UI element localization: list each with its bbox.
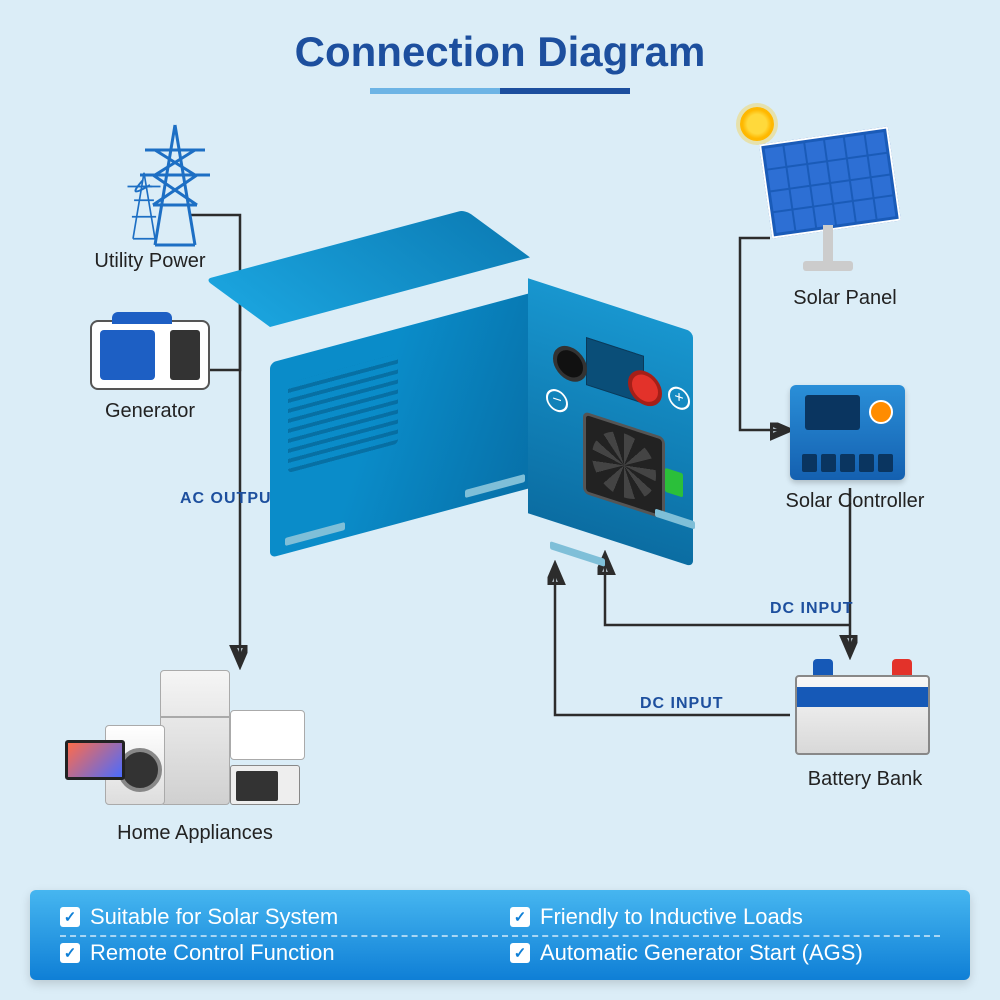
utility-power-label: Utility Power — [85, 250, 215, 273]
solar-controller-label: Solar Controller — [775, 490, 935, 513]
feature-label: Automatic Generator Start (AGS) — [540, 940, 863, 966]
label-dc-input-2: DC INPUT — [640, 695, 724, 713]
solar-panel-icon — [765, 135, 915, 285]
feature-inductive-loads: ✓ Friendly to Inductive Loads — [510, 904, 940, 930]
home-appliances-label: Home Appliances — [105, 822, 285, 845]
utility-power-icon — [95, 120, 235, 250]
feature-solar-system: ✓ Suitable for Solar System — [60, 904, 490, 930]
solar-panel-label: Solar Panel — [785, 287, 905, 310]
feature-label: Friendly to Inductive Loads — [540, 904, 803, 930]
title-underline — [370, 88, 630, 94]
inverter-icon: − + — [270, 280, 700, 600]
label-ac-output: AC OUTPUT — [180, 490, 282, 508]
solar-controller-icon — [790, 385, 905, 480]
check-icon: ✓ — [60, 907, 80, 927]
feature-label: Suitable for Solar System — [90, 904, 338, 930]
label-dc-input-1: DC INPUT — [770, 600, 854, 618]
battery-bank-icon — [795, 660, 930, 755]
feature-ags: ✓ Automatic Generator Start (AGS) — [510, 940, 940, 966]
battery-bank-label: Battery Bank — [800, 768, 930, 791]
page-title: Connection Diagram — [0, 0, 1000, 76]
generator-label: Generator — [95, 400, 205, 423]
check-icon: ✓ — [510, 907, 530, 927]
feature-bar: ✓ Suitable for Solar System ✓ Friendly t… — [30, 890, 970, 980]
check-icon: ✓ — [510, 943, 530, 963]
check-icon: ✓ — [60, 943, 80, 963]
feature-label: Remote Control Function — [90, 940, 335, 966]
feature-remote-control: ✓ Remote Control Function — [60, 940, 490, 966]
home-appliances-icon — [65, 670, 325, 820]
